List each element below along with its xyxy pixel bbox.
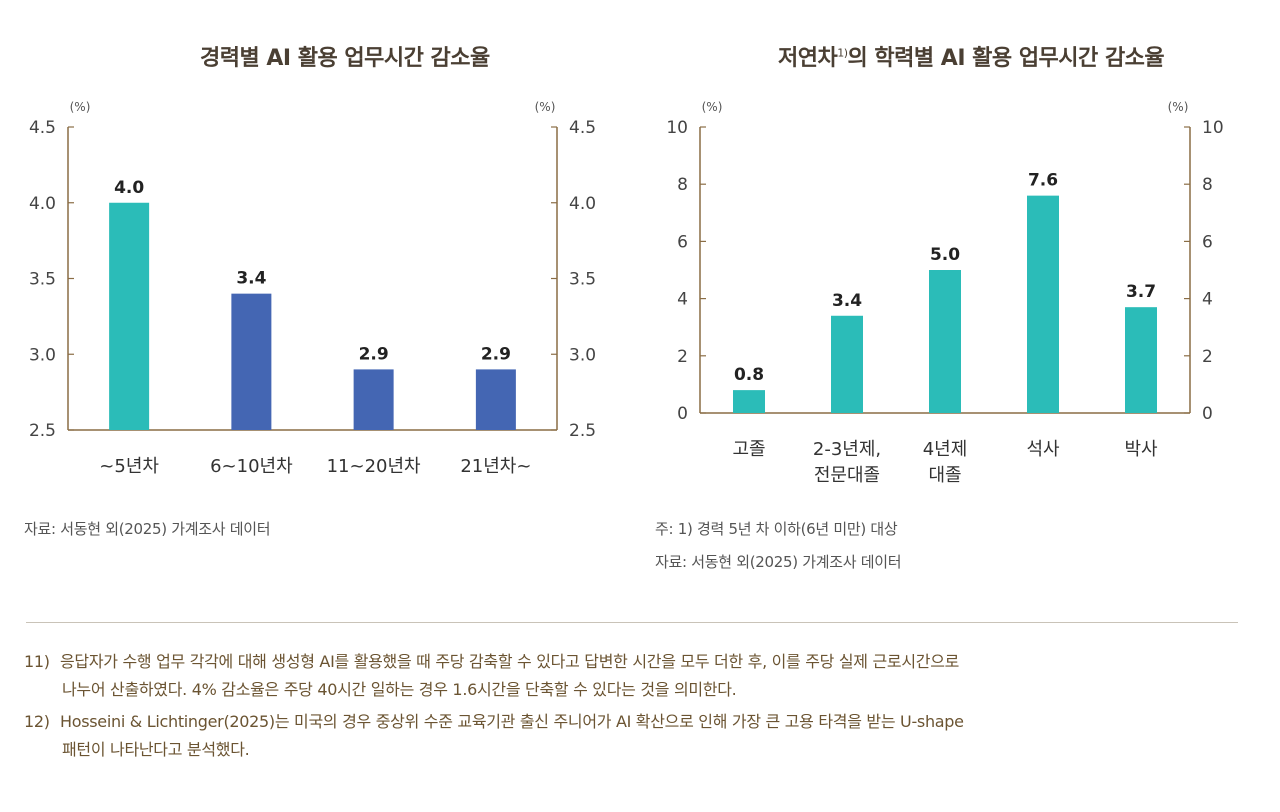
left-unit-left: (%): [70, 100, 91, 114]
right-chart-note: 주: 1) 경력 5년 차 이하(6년 미만) 대상: [655, 520, 898, 538]
right-value-label: 3.4: [832, 291, 862, 311]
footnote-11: 11) 응답자가 수행 업무 각각에 대해 생성형 AI를 활용했을 때 주당 감…: [24, 648, 1244, 704]
left-value-label: 4.0: [114, 178, 144, 198]
right-ytick-label-right: 0: [1202, 404, 1213, 424]
right-category-label: 4년제: [923, 439, 968, 460]
right-ytick-label-right: 2: [1202, 347, 1213, 367]
left-unit-right: (%): [535, 100, 556, 114]
right-chart-source: 자료: 서동현 외(2025) 가계조사 데이터: [655, 553, 902, 571]
left-category-label: 11~20년차: [327, 456, 421, 477]
left-bar: [231, 293, 272, 430]
right-ytick-label-left: 2: [677, 347, 688, 367]
right-value-label: 3.7: [1126, 282, 1156, 302]
left-category-label: 6~10년차: [210, 456, 293, 477]
right-ytick-label-left: 4: [677, 290, 688, 310]
left-value-label: 2.9: [481, 344, 511, 364]
right-bar: [929, 270, 961, 413]
footnote-12-line2: 패턴이 나타난다고 분석했다.: [62, 740, 250, 759]
right-ytick-label-right: 4: [1202, 290, 1213, 310]
left-ytick-label-left: 4.0: [29, 194, 56, 214]
left-ytick-label-right: 4.0: [569, 194, 596, 214]
right-bar: [733, 390, 765, 413]
left-ytick-label-right: 2.5: [569, 421, 596, 441]
right-category-label: 2-3년제,: [813, 439, 881, 460]
footnote-12-number: 12): [24, 712, 50, 731]
right-chart-title: 저연차1)의 학력별 AI 활용 업무시간 감소율: [778, 40, 1165, 72]
right-ytick-label-left: 6: [677, 232, 688, 252]
left-value-label: 3.4: [236, 269, 266, 289]
left-chart-source: 자료: 서동현 외(2025) 가계조사 데이터: [24, 520, 271, 538]
right-bar: [831, 315, 863, 413]
right-ytick-label-left: 8: [677, 175, 688, 195]
right-unit-right: (%): [1168, 100, 1189, 114]
right-bar: [1125, 307, 1157, 413]
right-unit-left: (%): [702, 100, 723, 114]
right-ytick-label-right: 8: [1202, 175, 1213, 195]
footnote-11-line1: 응답자가 수행 업무 각각에 대해 생성형 AI를 활용했을 때 주당 감축할 …: [60, 652, 960, 671]
left-ytick-label-right: 3.5: [569, 270, 596, 290]
left-ytick-label-left: 3.0: [29, 345, 56, 365]
footnote-11-line2: 나누어 산출하였다. 4% 감소율은 주당 40시간 일하는 경우 1.6시간을…: [62, 680, 737, 699]
left-ytick-label-left: 4.5: [29, 118, 56, 138]
right-ytick-label-right: 6: [1202, 232, 1213, 252]
left-bar: [475, 369, 516, 430]
right-ytick-label-left: 10: [666, 118, 688, 138]
section-divider: [26, 622, 1238, 623]
left-bar: [109, 202, 150, 430]
right-category-label: 전문대졸: [814, 465, 880, 486]
left-chart-title: 경력별 AI 활용 업무시간 감소율: [200, 46, 490, 71]
right-category-label: 석사: [1026, 439, 1060, 460]
left-ytick-label-right: 3.0: [569, 345, 596, 365]
right-ytick-label-left: 0: [677, 404, 688, 424]
right-ytick-label-right: 10: [1202, 118, 1224, 138]
right-category-label: 대졸: [928, 465, 961, 486]
right-chart-title-sup: 1): [837, 46, 848, 60]
right-chart-title-rest: 의 학력별 AI 활용 업무시간 감소율: [847, 46, 1165, 71]
right-category-label: 고졸: [732, 439, 765, 460]
left-bar: [353, 369, 394, 430]
footnote-11-number: 11): [24, 652, 50, 671]
right-chart-title-main: 저연차: [778, 46, 838, 71]
left-category-label: 21년차~: [460, 456, 531, 477]
left-ytick-label-left: 2.5: [29, 421, 56, 441]
footnote-12-line1: Hosseini & Lichtinger(2025)는 미국의 경우 중상위 …: [60, 712, 964, 731]
left-ytick-label-right: 4.5: [569, 118, 596, 138]
right-category-label: 박사: [1124, 439, 1158, 460]
footnote-12: 12) Hosseini & Lichtinger(2025)는 미국의 경우 중…: [24, 708, 1244, 764]
right-value-label: 5.0: [930, 245, 960, 265]
right-value-label: 0.8: [734, 365, 764, 385]
left-value-label: 2.9: [359, 344, 389, 364]
right-bar: [1027, 195, 1059, 413]
left-ytick-label-left: 3.5: [29, 270, 56, 290]
right-value-label: 7.6: [1028, 171, 1058, 191]
left-category-label: ~5년차: [99, 456, 159, 477]
